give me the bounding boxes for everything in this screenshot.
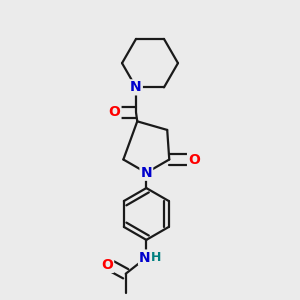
- Text: O: O: [188, 152, 200, 167]
- Text: N: N: [140, 166, 152, 180]
- Text: O: O: [109, 105, 121, 119]
- Text: O: O: [101, 258, 113, 272]
- Text: H: H: [151, 251, 161, 264]
- Text: N: N: [130, 80, 142, 94]
- Text: N: N: [139, 250, 151, 265]
